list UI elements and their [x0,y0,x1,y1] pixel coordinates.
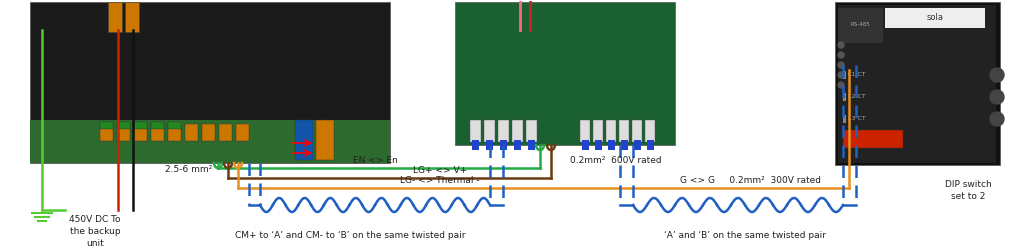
Bar [30,2,390,163]
Text: 2.5-6 mm²: 2.5-6 mm² [165,165,212,174]
Bar [134,122,147,129]
Bar [608,140,615,150]
Circle shape [990,68,1004,82]
Text: CM+ to ‘A’ and CM- to ‘B’ on the same twisted pair: CM+ to ‘A’ and CM- to ‘B’ on the same tw… [235,231,465,240]
Bar [885,8,985,28]
Bar [647,140,654,150]
Text: RS-485: RS-485 [850,22,869,28]
Circle shape [838,82,844,88]
Bar [168,124,181,141]
Bar [838,5,996,163]
Bar [100,124,113,141]
Circle shape [838,42,844,48]
Circle shape [990,90,1004,104]
Bar [843,130,903,148]
Text: L1 CT: L1 CT [848,72,865,78]
Bar [843,115,846,123]
Bar [528,140,535,150]
Circle shape [990,112,1004,126]
Bar [500,140,507,150]
Text: L3 CT: L3 CT [848,116,865,121]
Text: LG+ <> V+: LG+ <> V+ [412,166,467,175]
Text: DIP switch
set to 2: DIP switch set to 2 [944,180,992,201]
Bar [582,140,589,150]
Bar [514,140,521,150]
Bar [30,120,390,163]
Bar [168,122,181,129]
Bar [843,93,846,101]
Text: 450V DC To
the backup
unit: 450V DC To the backup unit [69,215,120,248]
Bar [472,140,479,150]
Bar [125,2,139,32]
Bar [526,120,537,142]
Bar [838,8,883,43]
Bar [486,140,493,150]
Bar [316,120,334,160]
Text: 0.2mm²  600V rated: 0.2mm² 600V rated [570,156,661,165]
Bar [634,140,641,150]
Bar [593,120,603,142]
Bar [606,120,616,142]
Bar [185,124,198,141]
Bar [843,71,846,79]
Bar [455,2,675,145]
Bar [632,120,642,142]
Bar [619,120,629,142]
Bar [645,120,655,142]
Bar [595,140,602,150]
Bar [117,124,130,141]
Bar [236,124,249,141]
Bar [100,122,113,129]
Bar [117,122,130,129]
Bar [219,124,232,141]
Bar [498,120,509,142]
Bar [835,2,1000,165]
Bar [484,120,495,142]
Text: ‘A’ and ‘B’ on the same twisted pair: ‘A’ and ‘B’ on the same twisted pair [664,231,826,240]
Circle shape [838,72,844,78]
Text: sola: sola [926,14,943,22]
Text: EN <> En: EN <> En [353,156,397,165]
Bar [134,124,147,141]
Bar [580,120,590,142]
Bar [621,140,628,150]
Bar [295,120,313,160]
Bar [202,124,215,141]
Text: G <> G     0.2mm²  300V rated: G <> G 0.2mm² 300V rated [680,176,821,185]
Bar [512,120,523,142]
Bar [470,120,481,142]
Circle shape [838,52,844,58]
Circle shape [838,62,844,68]
Text: L2 CT: L2 CT [848,94,865,100]
Text: LG- <> Thermal -: LG- <> Thermal - [400,176,480,185]
Bar [151,124,164,141]
Bar [151,122,164,129]
Bar [108,2,122,32]
